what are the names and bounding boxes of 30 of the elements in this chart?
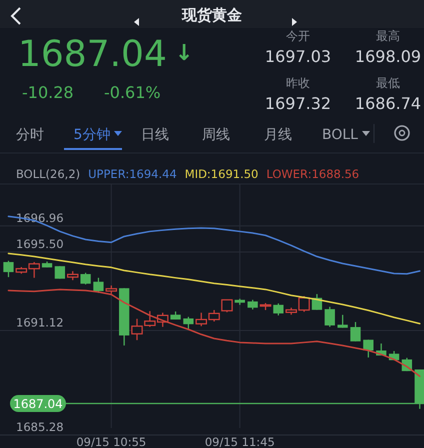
ref-line-label: 1687.04 <box>13 396 63 411</box>
text: 5分钟 <box>74 127 110 143</box>
text: 1686.74 <box>354 94 422 113</box>
text: -10.28 <box>22 83 74 102</box>
text: 分时 <box>16 127 44 143</box>
chart-title: 现货黄金 <box>181 6 242 24</box>
text: UPPER:1694.44 <box>88 167 177 181</box>
text: BOLL <box>322 127 358 143</box>
text: 日线 <box>141 127 169 143</box>
text: 昨收 <box>286 76 310 90</box>
y-tick-label: 1696.96 <box>16 210 64 225</box>
text: 1697.32 <box>264 94 332 113</box>
text: ↓ <box>174 41 194 66</box>
text: 1697.03 <box>264 47 332 66</box>
text: 周线 <box>202 127 230 143</box>
text: 1687.04 <box>18 34 167 75</box>
x-tick-label: 09/15 10:55 <box>76 435 146 448</box>
text: -0.61% <box>104 83 161 102</box>
x-tick-label: 09/15 11:45 <box>204 435 275 448</box>
text: 月线 <box>264 127 292 143</box>
text: 最低 <box>376 76 400 90</box>
y-tick-label: 1691.12 <box>16 315 64 330</box>
y-tick-label: 1685.28 <box>16 420 64 434</box>
text: MID:1691.50 <box>184 167 258 181</box>
text: 1698.09 <box>354 47 422 66</box>
text: LOWER:1688.56 <box>266 167 360 181</box>
y-tick-label: 1695.50 <box>16 237 64 252</box>
legend-title: BOLL(26,2) <box>16 167 80 181</box>
text: 最高 <box>376 29 400 43</box>
text: 今开 <box>286 29 310 43</box>
